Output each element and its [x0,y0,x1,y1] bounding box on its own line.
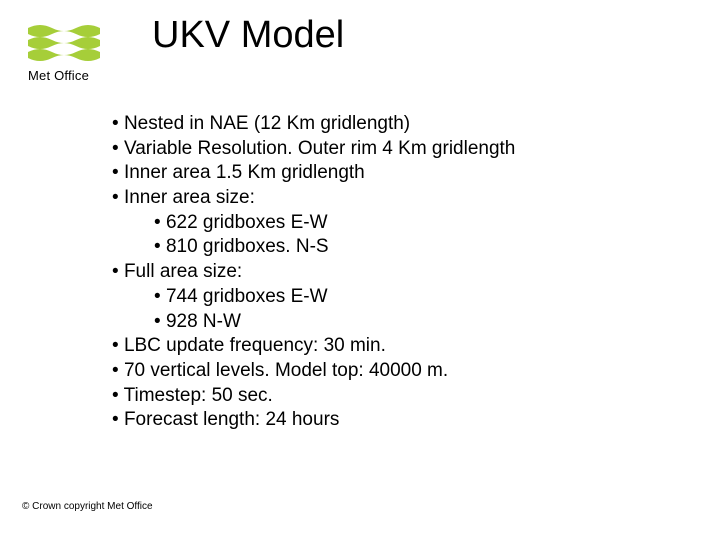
logo-waves-icon [28,20,100,64]
met-office-logo: Met Office [28,20,108,83]
bullet-item: LBC update frequency: 30 min. [112,334,515,359]
bullet-list: Nested in NAE (12 Km gridlength)Variable… [112,112,515,433]
bullet-item: Inner area 1.5 Km gridlength [112,161,515,186]
page-title: UKV Model [152,14,344,57]
sub-bullet-item: 810 gridboxes. N-S [154,235,515,260]
bullet-item: 70 vertical levels. Model top: 40000 m. [112,359,515,384]
bullet-item: Nested in NAE (12 Km gridlength) [112,112,515,137]
copyright-footer: © Crown copyright Met Office [22,501,153,512]
sub-bullet-item: 622 gridboxes E-W [154,211,515,236]
bullet-item: Timestep: 50 sec. [112,384,515,409]
sub-bullet-list: 622 gridboxes E-W810 gridboxes. N-S [112,211,515,260]
bullet-item: Full area size: [112,260,515,285]
logo-text: Met Office [28,68,108,83]
bullet-item: Variable Resolution. Outer rim 4 Km grid… [112,137,515,162]
sub-bullet-item: 744 gridboxes E-W [154,285,515,310]
sub-bullet-list: 744 gridboxes E-W928 N-W [112,285,515,334]
bullet-item: Forecast length: 24 hours [112,408,515,433]
sub-bullet-item: 928 N-W [154,310,515,335]
bullet-item: Inner area size: [112,186,515,211]
content-area: Nested in NAE (12 Km gridlength)Variable… [112,112,515,433]
